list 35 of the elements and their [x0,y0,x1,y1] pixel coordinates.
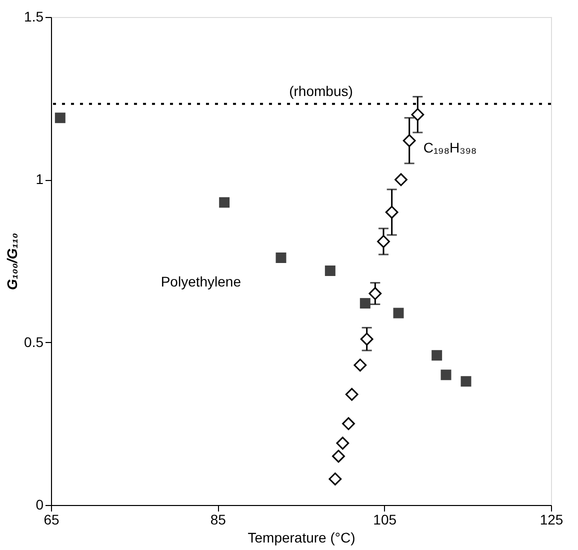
x-axis-title: Temperature (°C) [248,530,356,546]
point [276,252,286,263]
y-tick-label: 1.5 [24,8,44,24]
point [342,417,355,430]
point [460,376,472,387]
y-tick-label: 0.5 [24,334,44,350]
point [394,173,408,186]
point [402,134,416,148]
point [368,287,382,300]
point [328,472,342,486]
point [393,308,404,318]
ref-line-label: (rhombus) [289,82,353,99]
x-tick-label: 65 [44,512,60,528]
point [432,350,442,361]
point [324,266,336,276]
point [360,298,370,309]
point [332,450,345,463]
x-tick-label: 125 [540,512,564,528]
point [360,332,374,346]
x-tick-label: 105 [373,512,397,528]
point [336,436,350,450]
point [385,206,398,219]
point [54,112,66,124]
y-tick-label: 1 [36,171,44,188]
y-tick-label: 0 [36,496,44,512]
point [377,235,390,248]
text: Polyethylene [160,274,242,290]
point [354,358,367,372]
y-axis-title: G₁₀₀/G₁₁₀ [4,232,20,290]
x-tick-label: 85 [210,512,226,528]
point [411,108,424,122]
point [219,197,230,208]
point [440,370,452,380]
series-label: C₁₉₈H₃₉₈ [423,140,477,156]
point [345,388,358,401]
